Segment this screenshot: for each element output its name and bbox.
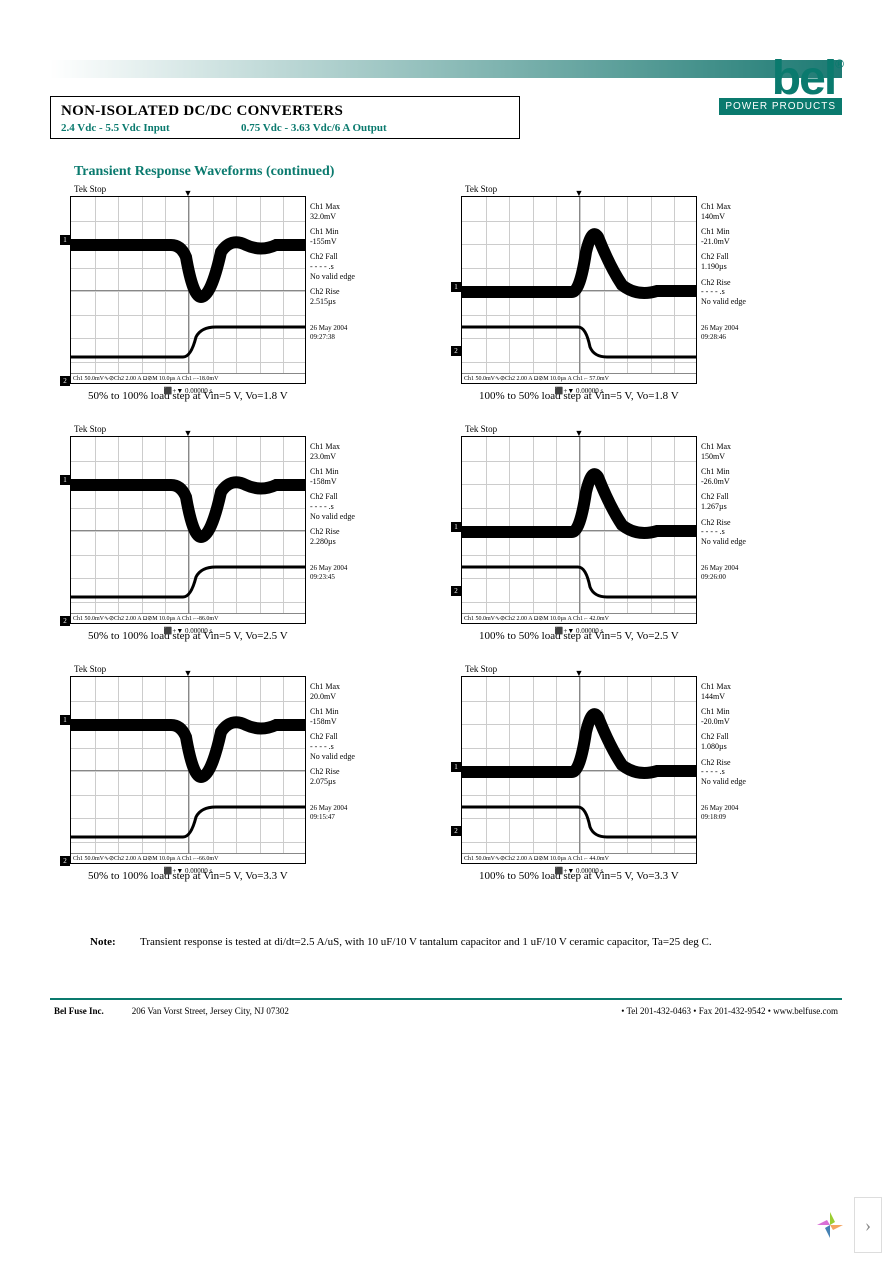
footer-divider bbox=[50, 998, 842, 1000]
page-nav: › bbox=[812, 1197, 882, 1253]
ch1-marker: 1 bbox=[60, 475, 70, 485]
scope-panel-3: Tek Stop ▼ 1 2 Ch1 50.0mV∿⊘Ch2 2.00 A Ω⊘… bbox=[461, 424, 822, 656]
footer: Bel Fuse Inc. 206 Van Vorst Street, Jers… bbox=[50, 1006, 842, 1016]
ch2-marker: 2 bbox=[451, 346, 461, 356]
ch2-marker: 2 bbox=[60, 376, 70, 386]
tek-status: Tek Stop bbox=[465, 424, 822, 434]
scope-measurements: Ch1 Max144mVCh1 Min-20.0mVCh2 Fall1.080µ… bbox=[701, 676, 771, 821]
scope-grid: Tek Stop ▼ 1 2 Ch1 50.0mV∿⊘Ch2 2.00 A Ω⊘… bbox=[50, 184, 842, 896]
scope-date: 26 May 200409:18:09 bbox=[701, 804, 771, 821]
scope-time-offset: ⬛+▼ 0.00000 s bbox=[70, 867, 306, 875]
ch1-marker: 1 bbox=[60, 715, 70, 725]
scope-screen: Ch1 50.0mV∿⊘Ch2 2.00 A Ω⊘M 10.0µs A Ch1 … bbox=[70, 436, 306, 624]
waveform-ch2 bbox=[462, 677, 697, 864]
scope-screen: Ch1 50.0mV∿⊘Ch2 2.00 A Ω⊘M 10.0µs A Ch1 … bbox=[461, 676, 697, 864]
waveform-ch2 bbox=[462, 437, 697, 624]
tek-status: Tek Stop bbox=[74, 184, 431, 194]
scope-panel-5: Tek Stop ▼ 1 2 Ch1 50.0mV∿⊘Ch2 2.00 A Ω⊘… bbox=[461, 664, 822, 896]
scope-panel-2: Tek Stop ▼ 1 2 Ch1 50.0mV∿⊘Ch2 2.00 A Ω⊘… bbox=[70, 424, 431, 656]
scope-date: 26 May 200409:27:38 bbox=[310, 324, 380, 341]
ch2-marker: 2 bbox=[451, 586, 461, 596]
output-spec: 0.75 Vdc - 3.63 Vdc/6 A Output bbox=[241, 122, 387, 134]
scope-time-offset: ⬛+▼ 0.00000 s bbox=[461, 627, 697, 635]
scope-settings: Ch1 50.0mV∿⊘Ch2 2.00 A Ω⊘M 10.0µs A Ch1 … bbox=[71, 853, 305, 863]
scope-date: 26 May 200409:28:46 bbox=[701, 324, 771, 341]
tek-status: Tek Stop bbox=[74, 664, 431, 674]
tek-status: Tek Stop bbox=[74, 424, 431, 434]
scope-time-offset: ⬛+▼ 0.00000 s bbox=[461, 867, 697, 875]
note-block: Note: Transient response is tested at di… bbox=[90, 936, 802, 948]
scope-settings: Ch1 50.0mV∿⊘Ch2 2.00 A Ω⊘M 10.0µs A Ch1 … bbox=[71, 613, 305, 623]
waveform-ch2 bbox=[71, 677, 306, 864]
ch2-marker: 2 bbox=[451, 826, 461, 836]
scope-panel-1: Tek Stop ▼ 1 2 Ch1 50.0mV∿⊘Ch2 2.00 A Ω⊘… bbox=[461, 184, 822, 416]
ch1-marker: 1 bbox=[60, 235, 70, 245]
doc-title: NON-ISOLATED DC/DC CONVERTERS bbox=[61, 103, 509, 120]
scope-settings: Ch1 50.0mV∿⊘Ch2 2.00 A Ω⊘M 10.0µs A Ch1 … bbox=[462, 373, 696, 383]
next-page-button[interactable]: › bbox=[854, 1197, 882, 1253]
note-label: Note: bbox=[90, 936, 140, 948]
waveform-ch2 bbox=[71, 197, 306, 384]
ch1-marker: 1 bbox=[451, 522, 461, 532]
title-box: NON-ISOLATED DC/DC CONVERTERS 2.4 Vdc - … bbox=[50, 96, 520, 139]
scope-screen: Ch1 50.0mV∿⊘Ch2 2.00 A Ω⊘M 10.0µs A Ch1 … bbox=[70, 196, 306, 384]
scope-measurements: Ch1 Max150mVCh1 Min-26.0mVCh2 Fall1.267µ… bbox=[701, 436, 771, 581]
scope-screen: Ch1 50.0mV∿⊘Ch2 2.00 A Ω⊘M 10.0µs A Ch1 … bbox=[70, 676, 306, 864]
scope-date: 26 May 200409:15:47 bbox=[310, 804, 380, 821]
scope-measurements: Ch1 Max20.0mVCh1 Min-158mVCh2 Fall- - - … bbox=[310, 676, 380, 821]
scope-screen: Ch1 50.0mV∿⊘Ch2 2.00 A Ω⊘M 10.0µs A Ch1 … bbox=[461, 436, 697, 624]
waveform-ch2 bbox=[462, 197, 697, 384]
tek-status: Tek Stop bbox=[465, 664, 822, 674]
ch1-marker: 1 bbox=[451, 282, 461, 292]
scope-settings: Ch1 50.0mV∿⊘Ch2 2.00 A Ω⊘M 10.0µs A Ch1 … bbox=[462, 613, 696, 623]
scope-measurements: Ch1 Max140mVCh1 Min-21.0mVCh2 Fall1.190µ… bbox=[701, 196, 771, 341]
scope-screen: Ch1 50.0mV∿⊘Ch2 2.00 A Ω⊘M 10.0µs A Ch1 … bbox=[461, 196, 697, 384]
tek-status: Tek Stop bbox=[465, 184, 822, 194]
waveform-ch2 bbox=[71, 437, 306, 624]
input-spec: 2.4 Vdc - 5.5 Vdc Input bbox=[61, 122, 241, 134]
ch2-marker: 2 bbox=[60, 856, 70, 866]
ch2-marker: 2 bbox=[60, 616, 70, 626]
note-text: Transient response is tested at di/dt=2.… bbox=[140, 936, 802, 948]
scope-time-offset: ⬛+▼ 0.00000 s bbox=[70, 387, 306, 395]
footer-address: 206 Van Vorst Street, Jersey City, NJ 07… bbox=[132, 1006, 289, 1016]
scope-time-offset: ⬛+▼ 0.00000 s bbox=[70, 627, 306, 635]
scope-settings: Ch1 50.0mV∿⊘Ch2 2.00 A Ω⊘M 10.0µs A Ch1 … bbox=[71, 373, 305, 383]
footer-company: Bel Fuse Inc. bbox=[54, 1006, 104, 1016]
section-title: Transient Response Waveforms (continued) bbox=[74, 164, 842, 180]
scope-date: 26 May 200409:23:45 bbox=[310, 564, 380, 581]
scope-measurements: Ch1 Max23.0mVCh1 Min-158mVCh2 Fall- - - … bbox=[310, 436, 380, 581]
logo: bel® POWER PRODUCTS bbox=[719, 60, 842, 115]
scope-settings: Ch1 50.0mV∿⊘Ch2 2.00 A Ω⊘M 10.0µs A Ch1 … bbox=[462, 853, 696, 863]
scope-measurements: Ch1 Max32.0mVCh1 Min-155mVCh2 Fall- - - … bbox=[310, 196, 380, 341]
scope-panel-4: Tek Stop ▼ 1 2 Ch1 50.0mV∿⊘Ch2 2.00 A Ω⊘… bbox=[70, 664, 431, 896]
footer-contact: • Tel 201-432-0463 • Fax 201-432-9542 • … bbox=[621, 1006, 838, 1016]
scope-time-offset: ⬛+▼ 0.00000 s bbox=[461, 387, 697, 395]
scope-date: 26 May 200409:26:00 bbox=[701, 564, 771, 581]
ch1-marker: 1 bbox=[451, 762, 461, 772]
scope-panel-0: Tek Stop ▼ 1 2 Ch1 50.0mV∿⊘Ch2 2.00 A Ω⊘… bbox=[70, 184, 431, 416]
logo-subtitle: POWER PRODUCTS bbox=[719, 98, 842, 115]
nav-logo-icon[interactable] bbox=[812, 1207, 848, 1243]
page-header: NON-ISOLATED DC/DC CONVERTERS 2.4 Vdc - … bbox=[50, 60, 842, 78]
